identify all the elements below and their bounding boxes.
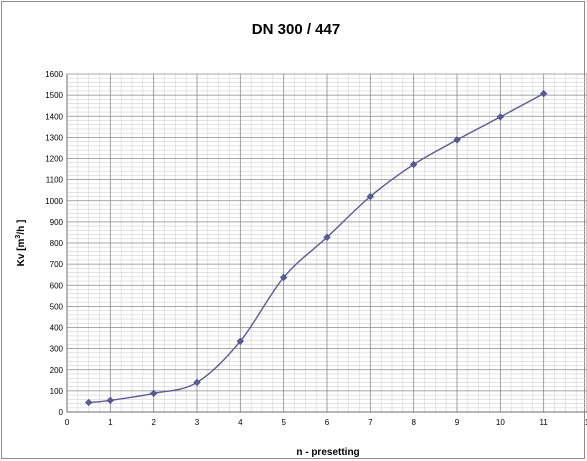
y-axis-title: Kv [m3/h ] [15,220,27,267]
axes [66,74,587,413]
x-tick-label: 1 [108,418,113,427]
x-tick-label: 2 [151,418,156,427]
x-tick-label: 8 [411,418,416,427]
data-point-marker [236,337,245,345]
x-axis-title: n - presetting [296,447,359,458]
y-tick-label: 1200 [45,155,63,164]
data-point-marker [279,273,288,282]
x-tick-label: 1 [585,418,587,427]
x-tick-label: 0 [65,418,70,427]
data-point-marker [84,398,93,407]
data-point-marker [496,113,505,121]
y-tick-label: 200 [50,366,64,375]
y-tick-label: 400 [50,324,64,333]
y-tick-label: 1500 [45,91,63,100]
y-axis-title-tail: /h ] [16,220,27,235]
data-point-marker [409,160,418,169]
x-tick-label: 7 [368,418,373,427]
y-tick-label: 600 [50,281,64,290]
data-point-marker [193,378,201,387]
x-tick-label: 10 [496,418,505,427]
data-point-marker [453,136,461,144]
x-tick-label: 6 [325,418,330,427]
x-tick-label: 11 [540,418,549,427]
y-axis-title-main: Kv [m [16,238,27,266]
grid [67,73,587,412]
y-tick-label: 500 [50,302,64,311]
y-tick-label: 300 [50,345,64,354]
data-point-marker [539,89,548,98]
y-tick-label: 1400 [45,112,63,121]
series [84,89,548,407]
y-tick-label: 1300 [45,133,63,142]
tick-labels: 0100200300400500600700800900100011001200… [45,70,587,427]
data-point-marker [323,233,331,242]
y-tick-label: 900 [50,218,64,227]
y-tick-label: 1600 [45,70,63,79]
y-tick-label: 800 [50,239,64,248]
x-tick-label: 4 [238,418,243,427]
data-point-marker [366,192,375,201]
y-axis-title-sup: 3 [15,235,22,239]
y-tick-label: 0 [59,408,64,417]
y-tick-label: 100 [50,387,64,396]
y-tick-label: 700 [50,260,64,269]
x-tick-label: 3 [195,418,200,427]
x-tick-label: 5 [281,418,286,427]
data-point-marker [149,389,158,398]
y-tick-label: 1000 [45,197,63,206]
data-point-marker [106,396,115,405]
x-tick-label: 9 [455,418,460,427]
chart-title: DN 300 / 447 [252,21,340,38]
y-tick-label: 1100 [46,176,64,185]
